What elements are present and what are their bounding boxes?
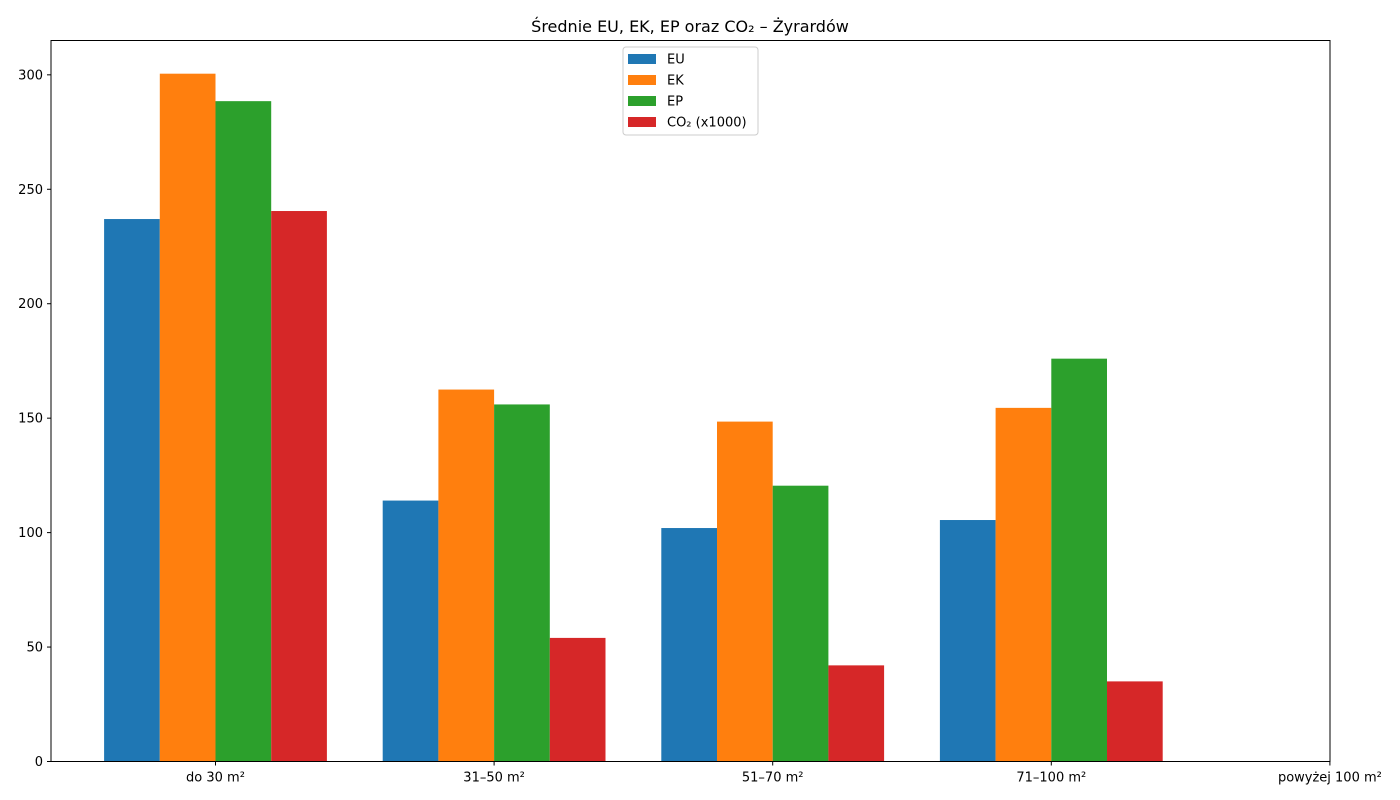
bar-ep-3 bbox=[1051, 358, 1107, 762]
bar-cox1000-2 bbox=[828, 665, 885, 762]
bar-cox1000-3 bbox=[1107, 681, 1163, 762]
legend-swatch bbox=[628, 96, 656, 106]
y-tick-label: 300 bbox=[18, 68, 43, 83]
bar-ep-2 bbox=[772, 485, 829, 762]
y-tick-label: 250 bbox=[18, 183, 43, 198]
legend-box bbox=[622, 46, 759, 136]
chart-title: Średnie EU, EK, EP oraz CO₂ – Żyrardów bbox=[531, 17, 849, 36]
legend-label: EP bbox=[667, 95, 683, 110]
legend: EU EK EP CO₂ (x1000) bbox=[622, 46, 759, 136]
y-tick-label: 0 bbox=[35, 755, 43, 770]
x-axis: do 30 m² 31–50 m² 51–70 m² 71–100 m² powyżej… bbox=[186, 761, 1382, 786]
bar-cox1000-1 bbox=[549, 637, 606, 762]
x-tick-label: 31–50 m² bbox=[463, 771, 525, 786]
bar-ek-2 bbox=[717, 421, 773, 762]
plot-frame bbox=[50, 40, 1331, 762]
legend-swatch bbox=[628, 117, 656, 127]
bars-group bbox=[104, 73, 1163, 762]
bar-ek-3 bbox=[995, 407, 1052, 762]
legend-label: EU bbox=[667, 53, 685, 68]
bar-eu-2 bbox=[661, 528, 717, 762]
x-tick-label: 51–70 m² bbox=[742, 771, 804, 786]
bar-ep-1 bbox=[494, 404, 550, 762]
y-axis: 0 50 100 150 200 250 300 bbox=[18, 68, 51, 770]
x-tick-label: powyżej 100 m² bbox=[1278, 771, 1382, 786]
x-tick-label: do 30 m² bbox=[186, 771, 245, 786]
y-tick-label: 50 bbox=[26, 641, 43, 656]
bar-eu-1 bbox=[382, 500, 439, 762]
y-tick-label: 200 bbox=[18, 297, 43, 312]
legend-swatch bbox=[628, 54, 656, 64]
y-tick-label: 100 bbox=[18, 526, 43, 541]
x-tick-label: 71–100 m² bbox=[1016, 771, 1086, 786]
y-tick-label: 150 bbox=[18, 412, 43, 427]
legend-label: EK bbox=[667, 74, 684, 89]
bar-eu-0 bbox=[104, 219, 160, 762]
bar-eu-3 bbox=[939, 520, 996, 762]
bar-ep-0 bbox=[215, 101, 272, 762]
legend-label: CO₂ (x1000) bbox=[667, 116, 747, 131]
bar-ek-0 bbox=[159, 73, 216, 762]
legend-swatch bbox=[628, 75, 656, 85]
bar-ek-1 bbox=[438, 389, 495, 762]
bar-cox1000-0 bbox=[271, 211, 327, 762]
